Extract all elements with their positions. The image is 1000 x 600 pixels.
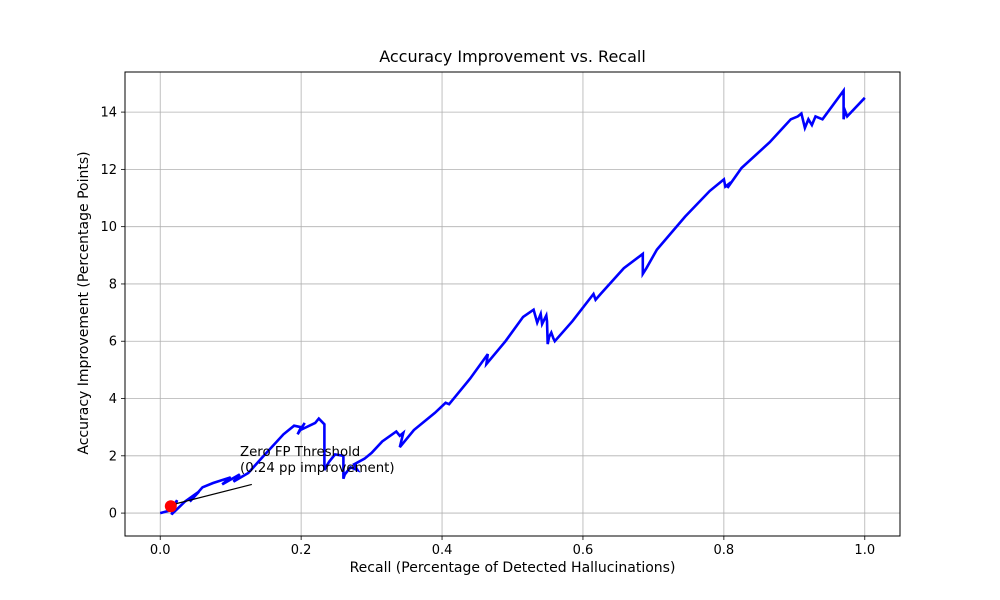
x-axis-ticks: 0.0 0.2 0.4 0.6 0.8 1.0 (150, 536, 875, 558)
annotation (164, 483, 252, 513)
y-tick-label: 14 (100, 106, 117, 121)
y-axis-label: Accuracy Improvement (Percentage Points) (76, 151, 92, 455)
y-tick-label: 0 (109, 507, 117, 522)
plot-frame (124, 71, 901, 537)
x-tick-label: 0.2 (291, 543, 312, 558)
annotation-text: Zero FP Threshold (0.24 pp improvement) (240, 445, 395, 477)
y-tick-label: 12 (100, 163, 117, 178)
y-tick-label: 8 (109, 277, 117, 292)
chart-title: Accuracy Improvement vs. Recall (379, 47, 646, 66)
x-tick-label: 0.8 (714, 543, 735, 558)
series-line (159, 86, 866, 516)
annotation-line-1: Zero FP Threshold (240, 445, 361, 460)
y-tick-label: 4 (109, 392, 117, 407)
x-tick-label: 0.6 (573, 543, 594, 558)
x-tick-label: 0.0 (150, 543, 171, 558)
y-axis-ticks: 0 2 4 6 8 10 12 14 (100, 106, 125, 522)
grid-lines (125, 72, 900, 536)
zero-fp-point (164, 500, 177, 513)
x-tick-label: 0.4 (432, 543, 453, 558)
y-tick-label: 6 (109, 335, 117, 350)
annotation-line-2: (0.24 pp improvement) (240, 461, 395, 476)
y-tick-label: 2 (109, 449, 117, 464)
x-tick-label: 1.0 (854, 543, 875, 558)
data-series (159, 86, 866, 516)
x-axis-label: Recall (Percentage of Detected Hallucina… (349, 560, 676, 576)
annotation-arrow (172, 483, 252, 506)
y-tick-label: 10 (100, 220, 117, 235)
